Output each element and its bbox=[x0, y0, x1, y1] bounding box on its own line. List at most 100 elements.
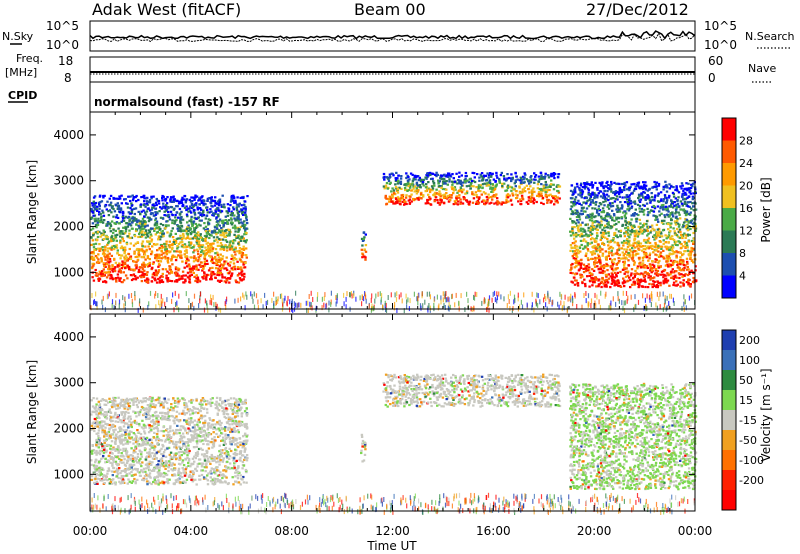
freq-label-line1: Freq. bbox=[16, 52, 43, 65]
echo-cell bbox=[179, 216, 182, 219]
echo-cell bbox=[615, 222, 618, 226]
echo-cell bbox=[190, 215, 193, 218]
echo-cell bbox=[209, 278, 212, 281]
echo-cell bbox=[169, 205, 173, 209]
echo-cell bbox=[595, 201, 598, 204]
echo-cell bbox=[143, 211, 147, 214]
echo-cell bbox=[649, 269, 652, 272]
echo-cell bbox=[409, 186, 412, 189]
echo-cell bbox=[382, 172, 386, 176]
echo-cell bbox=[579, 239, 583, 242]
echo-cell bbox=[648, 196, 651, 200]
echo-cell bbox=[179, 234, 182, 237]
echo-cell bbox=[682, 208, 686, 211]
noise-cell bbox=[111, 303, 113, 309]
echo-cell bbox=[206, 199, 209, 202]
echo-cell bbox=[629, 274, 633, 277]
echo-cell bbox=[690, 269, 693, 272]
echo-cell bbox=[118, 253, 121, 257]
echo-cell bbox=[232, 257, 235, 260]
echo-cell bbox=[578, 268, 581, 271]
echo-cell bbox=[609, 257, 612, 260]
echo-cell bbox=[433, 198, 437, 202]
echo-cell bbox=[656, 200, 660, 203]
echo-cell bbox=[442, 177, 445, 180]
echo-cell bbox=[630, 205, 634, 208]
echo-cell bbox=[638, 279, 641, 282]
echo-cell bbox=[157, 202, 161, 205]
echo-cell bbox=[686, 205, 690, 208]
echo-cell bbox=[140, 235, 144, 238]
echo-cell bbox=[220, 263, 223, 266]
echo-cell bbox=[126, 277, 129, 280]
echo-cell bbox=[198, 234, 202, 237]
echo-cell bbox=[626, 245, 630, 248]
echo-cell bbox=[603, 285, 606, 288]
echo-cell bbox=[178, 207, 182, 211]
echo-cell bbox=[643, 183, 646, 186]
echo-cell bbox=[460, 174, 463, 177]
echo-cell bbox=[208, 251, 212, 254]
echo-cell bbox=[129, 256, 132, 259]
echo-cell bbox=[666, 186, 669, 189]
echo-cell bbox=[625, 239, 629, 242]
echo-cell bbox=[100, 232, 103, 235]
echo-cell bbox=[689, 250, 692, 253]
echo-cell bbox=[435, 175, 438, 178]
echo-cell bbox=[200, 208, 203, 211]
echo-cell bbox=[611, 275, 615, 278]
echo-cell bbox=[210, 196, 213, 199]
echo-cell bbox=[225, 256, 228, 259]
echo-cell bbox=[627, 228, 630, 231]
echo-cell bbox=[689, 256, 692, 259]
noise-cell bbox=[292, 308, 294, 313]
echo-cell bbox=[590, 276, 593, 279]
echo-cell bbox=[196, 237, 200, 240]
echo-cell bbox=[629, 250, 633, 253]
echo-cell bbox=[204, 277, 208, 280]
echo-cell bbox=[189, 241, 193, 244]
echo-cell bbox=[655, 215, 659, 218]
echo-cell bbox=[687, 221, 690, 224]
echo-cell bbox=[459, 182, 463, 185]
echo-cell bbox=[408, 198, 412, 201]
echo-cell bbox=[102, 274, 105, 277]
echo-cell bbox=[592, 245, 595, 248]
echo-cell bbox=[609, 188, 613, 191]
echo-cell bbox=[609, 204, 612, 207]
echo-cell bbox=[607, 207, 611, 210]
echo-cell bbox=[146, 256, 150, 260]
echo-cell bbox=[115, 221, 119, 224]
echo-cell bbox=[660, 232, 663, 235]
echo-cell bbox=[456, 182, 459, 185]
echo-cell bbox=[616, 249, 619, 252]
echo-cell bbox=[609, 184, 612, 187]
echo-cell bbox=[575, 279, 578, 282]
echo-cell bbox=[589, 213, 592, 216]
echo-cell bbox=[637, 241, 641, 244]
echo-cell bbox=[196, 278, 200, 281]
echo-cell bbox=[449, 174, 452, 177]
echo-cell bbox=[586, 234, 589, 237]
echo-cell bbox=[396, 182, 400, 185]
noise-cell bbox=[570, 297, 572, 303]
echo-cell bbox=[209, 249, 213, 252]
noise-cell bbox=[646, 305, 648, 311]
echo-cell bbox=[218, 224, 221, 227]
echo-cell bbox=[161, 280, 165, 284]
echo-cell bbox=[96, 231, 100, 234]
echo-cell bbox=[170, 270, 173, 273]
echo-cell bbox=[160, 250, 164, 253]
echo-cell bbox=[128, 247, 131, 251]
echo-cell bbox=[647, 276, 650, 279]
echo-cell bbox=[453, 200, 457, 203]
echo-cell bbox=[641, 225, 644, 229]
echo-cell bbox=[527, 199, 531, 202]
echo-cell bbox=[193, 209, 196, 212]
echo-cell bbox=[218, 218, 222, 221]
echo-cell bbox=[639, 226, 642, 229]
echo-cell bbox=[679, 200, 683, 203]
echo-cell bbox=[694, 280, 698, 283]
echo-cell bbox=[613, 219, 616, 222]
echo-cell bbox=[406, 179, 410, 182]
